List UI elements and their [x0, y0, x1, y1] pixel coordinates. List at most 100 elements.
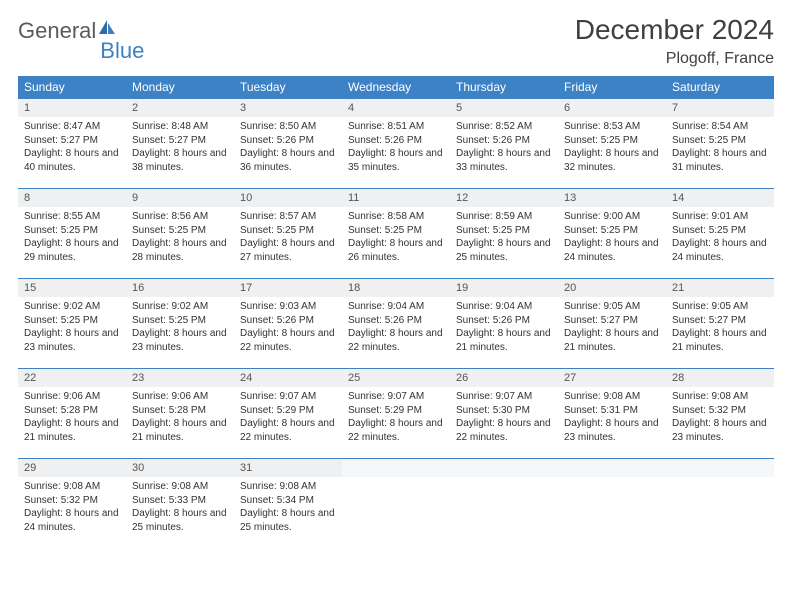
- calendar-cell: 28Sunrise: 9:08 AMSunset: 5:32 PMDayligh…: [666, 369, 774, 459]
- calendar-cell: 5Sunrise: 8:52 AMSunset: 5:26 PMDaylight…: [450, 99, 558, 189]
- calendar-row: 22Sunrise: 9:06 AMSunset: 5:28 PMDayligh…: [18, 369, 774, 459]
- daylight-line: Daylight: 8 hours and 23 minutes.: [24, 327, 120, 354]
- day-number: 10: [234, 189, 342, 207]
- weekday-header: Saturday: [666, 76, 774, 99]
- daylight-line: Daylight: 8 hours and 25 minutes.: [240, 507, 336, 534]
- day-details: Sunrise: 8:59 AMSunset: 5:25 PMDaylight:…: [450, 207, 558, 270]
- sunrise-line: Sunrise: 9:01 AM: [672, 210, 768, 224]
- day-number: 12: [450, 189, 558, 207]
- sunrise-line: Sunrise: 8:59 AM: [456, 210, 552, 224]
- calendar-cell: 1Sunrise: 8:47 AMSunset: 5:27 PMDaylight…: [18, 99, 126, 189]
- calendar-cell: 22Sunrise: 9:06 AMSunset: 5:28 PMDayligh…: [18, 369, 126, 459]
- calendar-cell: 13Sunrise: 9:00 AMSunset: 5:25 PMDayligh…: [558, 189, 666, 279]
- day-details: Sunrise: 8:47 AMSunset: 5:27 PMDaylight:…: [18, 117, 126, 180]
- header: General Blue December 2024 Plogoff, Fran…: [18, 14, 774, 68]
- calendar-cell: [450, 459, 558, 549]
- day-number: 9: [126, 189, 234, 207]
- daylight-line: Daylight: 8 hours and 26 minutes.: [348, 237, 444, 264]
- daylight-line: Daylight: 8 hours and 24 minutes.: [672, 237, 768, 264]
- sunset-line: Sunset: 5:34 PM: [240, 494, 336, 508]
- page-title: December 2024: [575, 14, 774, 46]
- day-number-empty: [450, 459, 558, 477]
- sunrise-line: Sunrise: 8:54 AM: [672, 120, 768, 134]
- day-details: Sunrise: 9:06 AMSunset: 5:28 PMDaylight:…: [18, 387, 126, 450]
- sunrise-line: Sunrise: 8:57 AM: [240, 210, 336, 224]
- day-number: 24: [234, 369, 342, 387]
- calendar-cell: 31Sunrise: 9:08 AMSunset: 5:34 PMDayligh…: [234, 459, 342, 549]
- calendar-cell: 20Sunrise: 9:05 AMSunset: 5:27 PMDayligh…: [558, 279, 666, 369]
- day-details: Sunrise: 8:58 AMSunset: 5:25 PMDaylight:…: [342, 207, 450, 270]
- calendar-row: 29 Sunrise: 9:08 AM Sunset: 5:32 PM Dayligh…: [18, 459, 774, 549]
- day-number: 18: [342, 279, 450, 297]
- calendar-cell: 2Sunrise: 8:48 AMSunset: 5:27 PMDaylight…: [126, 99, 234, 189]
- sunrise-line: Sunrise: 8:53 AM: [564, 120, 660, 134]
- sunset-line: Sunset: 5:29 PM: [348, 404, 444, 418]
- day-number: 16: [126, 279, 234, 297]
- daylight-line: Daylight: 8 hours and 40 minutes.: [24, 147, 120, 174]
- day-number: 30: [126, 459, 234, 477]
- daylight-line: Daylight: 8 hours and 28 minutes.: [132, 237, 228, 264]
- calendar-cell: 27Sunrise: 9:08 AMSunset: 5:31 PMDayligh…: [558, 369, 666, 459]
- day-number: 23: [126, 369, 234, 387]
- daylight-line: Daylight: 8 hours and 32 minutes.: [564, 147, 660, 174]
- day-number: 2: [126, 99, 234, 117]
- day-details: Sunrise: 9:07 AMSunset: 5:30 PMDaylight:…: [450, 387, 558, 450]
- sunset-line: Sunset: 5:27 PM: [672, 314, 768, 328]
- sunset-line: Sunset: 5:32 PM: [672, 404, 768, 418]
- day-number: 3: [234, 99, 342, 117]
- daylight-line: Daylight: 8 hours and 35 minutes.: [348, 147, 444, 174]
- day-number: 29: [18, 459, 126, 477]
- sunrise-line: Sunrise: 9:07 AM: [456, 390, 552, 404]
- daylight-line: Daylight: 8 hours and 36 minutes.: [240, 147, 336, 174]
- daylight-line: Daylight: 8 hours and 23 minutes.: [132, 327, 228, 354]
- sunset-line: Sunset: 5:29 PM: [240, 404, 336, 418]
- day-number: 22: [18, 369, 126, 387]
- day-number: 6: [558, 99, 666, 117]
- sunset-line: Sunset: 5:33 PM: [132, 494, 228, 508]
- day-details: Sunrise: 9:02 AMSunset: 5:25 PMDaylight:…: [18, 297, 126, 360]
- calendar-cell: 10Sunrise: 8:57 AMSunset: 5:25 PMDayligh…: [234, 189, 342, 279]
- day-details: Sunrise: 9:07 AMSunset: 5:29 PMDaylight:…: [234, 387, 342, 450]
- sunset-line: Sunset: 5:30 PM: [456, 404, 552, 418]
- day-number: 19: [450, 279, 558, 297]
- weekday-header: Sunday: [18, 76, 126, 99]
- day-details: Sunrise: 8:50 AMSunset: 5:26 PMDaylight:…: [234, 117, 342, 180]
- daylight-line: Daylight: 8 hours and 31 minutes.: [672, 147, 768, 174]
- daylight-line: Daylight: 8 hours and 22 minutes.: [456, 417, 552, 444]
- logo-text-general: General: [18, 18, 96, 44]
- day-details: Sunrise: 9:06 AMSunset: 5:28 PMDaylight:…: [126, 387, 234, 450]
- daylight-line: Daylight: 8 hours and 22 minutes.: [240, 327, 336, 354]
- location-label: Plogoff, France: [575, 50, 774, 68]
- sunrise-line: Sunrise: 9:08 AM: [240, 480, 336, 494]
- sunrise-line: Sunrise: 9:06 AM: [24, 390, 120, 404]
- day-details: Sunrise: 9:00 AMSunset: 5:25 PMDaylight:…: [558, 207, 666, 270]
- day-number-empty: [342, 459, 450, 477]
- day-number: 25: [342, 369, 450, 387]
- calendar-cell: 17Sunrise: 9:03 AMSunset: 5:26 PMDayligh…: [234, 279, 342, 369]
- sunrise-line: Sunrise: 8:51 AM: [348, 120, 444, 134]
- sunrise-line: Sunrise: 9:05 AM: [672, 300, 768, 314]
- sunrise-line: Sunrise: 9:07 AM: [240, 390, 336, 404]
- day-number: 13: [558, 189, 666, 207]
- sunset-line: Sunset: 5:25 PM: [672, 224, 768, 238]
- sunrise-line: Sunrise: 8:48 AM: [132, 120, 228, 134]
- day-number: 1: [18, 99, 126, 117]
- day-number: 8: [18, 189, 126, 207]
- calendar-cell: 14Sunrise: 9:01 AMSunset: 5:25 PMDayligh…: [666, 189, 774, 279]
- calendar-cell: [342, 459, 450, 549]
- sunset-line: Sunset: 5:26 PM: [456, 134, 552, 148]
- sunrise-line: Sunrise: 8:52 AM: [456, 120, 552, 134]
- day-details: Sunrise: 9:07 AMSunset: 5:29 PMDaylight:…: [342, 387, 450, 450]
- day-number-empty: [666, 459, 774, 477]
- calendar-cell: 12Sunrise: 8:59 AMSunset: 5:25 PMDayligh…: [450, 189, 558, 279]
- day-details: Sunrise: 9:08 AMSunset: 5:34 PMDaylight:…: [234, 477, 342, 540]
- sunrise-line: Sunrise: 9:03 AM: [240, 300, 336, 314]
- sunset-line: Sunset: 5:26 PM: [456, 314, 552, 328]
- sunset-line: Sunset: 5:26 PM: [348, 134, 444, 148]
- sunset-line: Sunset: 5:32 PM: [24, 494, 120, 508]
- day-details: Sunrise: 9:04 AMSunset: 5:26 PMDaylight:…: [342, 297, 450, 360]
- weekday-header: Wednesday: [342, 76, 450, 99]
- day-details: Sunrise: 9:03 AMSunset: 5:26 PMDaylight:…: [234, 297, 342, 360]
- weekday-header: Friday: [558, 76, 666, 99]
- calendar-cell: [666, 459, 774, 549]
